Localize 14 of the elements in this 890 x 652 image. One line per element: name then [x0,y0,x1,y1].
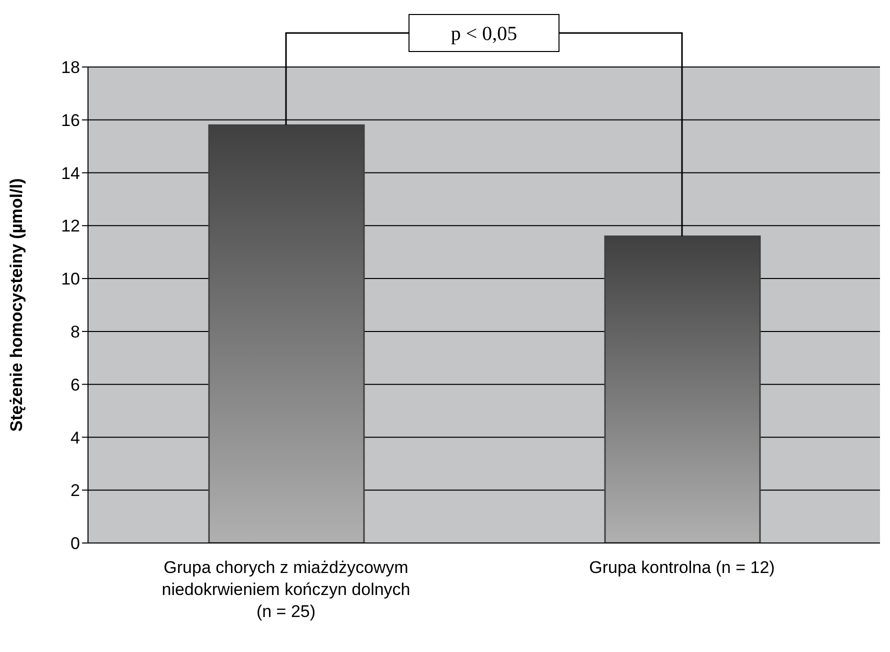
y-tick-label: 14 [61,164,80,183]
y-tick-label: 16 [61,110,80,130]
y-tick-label: 4 [70,428,80,448]
y-tick-label: 10 [61,270,80,289]
y-tick-label: 0 [70,534,80,554]
x-tick-label: Grupa kontrolna (n = 12) [589,558,775,577]
y-tick-label: 18 [61,58,80,78]
x-tick-label: Grupa chorych z miażdżycowym niedokrwieniem kończyn dolnych (n = 25) [162,558,410,621]
y-tick-label: 6 [70,375,80,394]
y-tick-label: 12 [61,216,80,236]
y-axis-title: Stężenie homocysteiny (µmol/l) [7,178,26,432]
y-tick-label: 2 [70,481,80,500]
text: p < 0,05 [450,23,518,45]
y-tick-label: 8 [70,322,80,342]
